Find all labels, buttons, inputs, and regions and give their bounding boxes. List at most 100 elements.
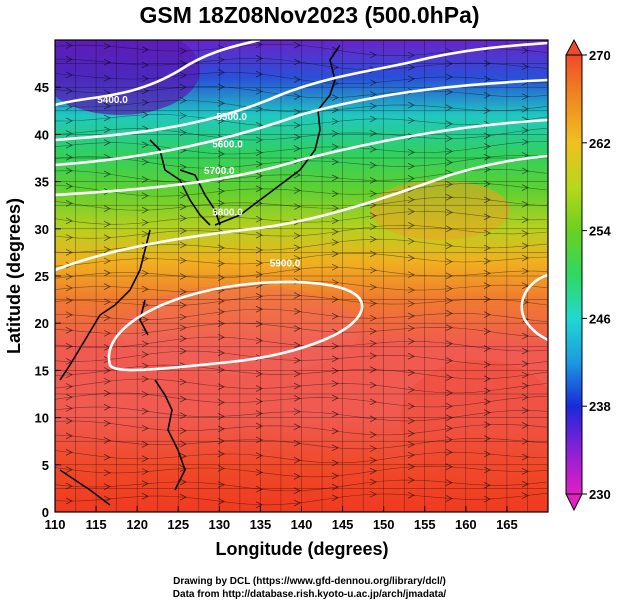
flow-arrow: [65, 284, 73, 292]
flow-arrow: [521, 371, 529, 379]
flow-arrow: [369, 478, 377, 486]
flow-arrow: [141, 329, 149, 336]
flow-arrow: [141, 61, 149, 69]
flow-arrow: [179, 395, 187, 403]
flow-arrow: [103, 436, 111, 444]
flow-arrow: [141, 340, 149, 348]
contour-5700: [55, 118, 548, 197]
flow-arrow: [483, 361, 491, 368]
flow-arrow: [483, 229, 491, 237]
flow-arrow: [369, 467, 377, 475]
flow-arrow: [331, 472, 339, 480]
flow-arrow: [103, 469, 111, 477]
flow-arrow: [103, 403, 111, 411]
flow-arrow: [179, 97, 187, 104]
flow-arrow: [255, 259, 263, 267]
flow-arrow: [103, 283, 111, 290]
flow-arrow: [407, 175, 415, 182]
flow-arrow: [255, 41, 263, 49]
colorbar-ticks: 230 238 246 254 262 270: [582, 48, 611, 502]
flow-arrow: [141, 141, 149, 149]
flow-arrow: [255, 410, 263, 417]
cold-pocket: [55, 40, 200, 115]
flow-arrow: [293, 76, 301, 83]
flow-arrow: [255, 231, 263, 239]
flow-arrow: [141, 206, 149, 214]
x-tick-label: 115: [86, 517, 107, 532]
flow-arrow: [445, 297, 453, 305]
flow-arrow: [521, 93, 529, 101]
flow-arrow: [369, 415, 377, 423]
flow-arrow: [331, 380, 339, 388]
flow-arrow: [255, 70, 263, 78]
flow-arrow: [255, 271, 263, 278]
flow-arrow: [103, 329, 111, 337]
flow-arrow: [65, 273, 73, 280]
x-tick-label: 160: [455, 517, 477, 532]
flow-arrow: [293, 357, 301, 364]
flow-arrow: [407, 185, 415, 193]
flow-arrow: [445, 340, 453, 347]
flow-arrow: [483, 257, 491, 265]
flow-arrow: [369, 235, 377, 243]
x-tick-label: 165: [496, 517, 518, 532]
colorbar-tick-label: 254: [589, 224, 611, 239]
flow-arrow: [521, 230, 529, 237]
flow-arrow: [293, 499, 301, 507]
flow-arrow: [293, 108, 301, 116]
flow-arrow: [293, 41, 301, 49]
flow-arrow: [217, 498, 225, 505]
flow-arrow: [65, 297, 73, 304]
flow-arrow: [407, 208, 415, 215]
flow-arrow: [65, 217, 73, 225]
flow-arrow: [179, 273, 187, 280]
flow-arrow: [369, 51, 377, 59]
chart-title: GSM 18Z08Nov2023 (500.0hPa): [139, 2, 480, 28]
flow-arrow: [483, 75, 491, 83]
coast-china-south: [99, 229, 151, 316]
flow-arrow: [103, 246, 111, 253]
flow-arrow: [293, 487, 301, 495]
flow-arrow: [407, 101, 415, 109]
flow-arrow: [179, 241, 187, 249]
flow-arrow: [179, 347, 187, 355]
flow-arrow: [65, 327, 73, 334]
flow-arrow: [293, 255, 301, 262]
flow-arrow: [521, 347, 529, 355]
flow-arrow: [65, 342, 73, 350]
coast-japan: [214, 109, 321, 226]
flow-arrow: [103, 114, 111, 122]
flow-arrow: [521, 47, 529, 54]
flow-arrow: [65, 71, 73, 79]
flow-arrow: [521, 167, 529, 175]
flow-arrow: [141, 99, 149, 106]
flow-arrow: [331, 204, 339, 212]
flow-arrow: [369, 130, 377, 137]
flow-arrow: [407, 222, 415, 229]
flow-arrow: [331, 174, 339, 182]
colorbar-gradient: [565, 54, 583, 495]
flow-arrow: [65, 117, 73, 125]
flow-arrow: [445, 88, 453, 96]
flow-arrow: [255, 149, 263, 156]
flow-arrow: [369, 445, 377, 452]
flow-arrow: [331, 228, 339, 236]
flow-arrow: [179, 191, 187, 199]
flow-arrow: [141, 285, 149, 293]
y-tick-label: 30: [35, 222, 49, 237]
flow-arrow: [255, 385, 263, 392]
flow-arrow: [293, 382, 301, 390]
flow-arrow: [217, 333, 225, 341]
flow-arrow: [293, 244, 301, 252]
flow-arrow: [141, 440, 149, 448]
flow-arrow: [331, 190, 339, 198]
flow-arrow: [445, 135, 453, 142]
flow-arrow: [217, 99, 225, 107]
coast-taiwan: [139, 299, 149, 336]
contour-5400: [55, 40, 261, 107]
contour-label: 5600.0: [212, 140, 243, 151]
y-tick-label: 40: [35, 127, 49, 142]
x-tick-label: 130: [208, 517, 230, 532]
contour-5500: [55, 41, 548, 142]
flow-arrow: [521, 492, 529, 499]
